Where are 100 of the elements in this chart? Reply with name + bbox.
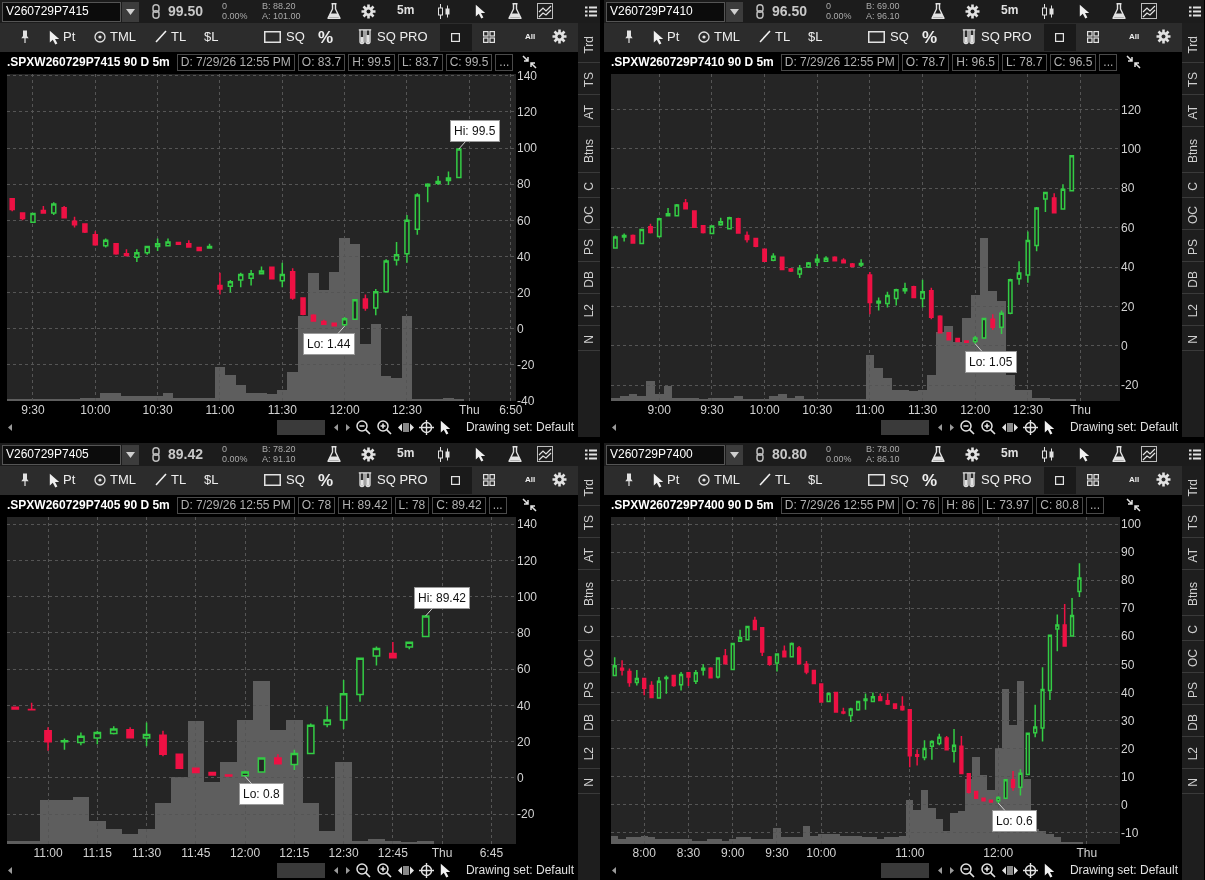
text: 0 — [222, 1, 228, 12]
annotation: Hi: 99.5 — [454, 124, 496, 138]
x-tick-label: 11:00 — [205, 403, 235, 417]
text: TML — [714, 472, 740, 488]
y-tick-label: 20 — [1121, 741, 1135, 756]
text: B: 69.00 — [866, 1, 900, 12]
text: L2 — [1186, 747, 1200, 761]
text: 0 — [222, 444, 228, 455]
text: 0.00% — [222, 11, 248, 22]
text: SQ — [286, 472, 305, 488]
text: AT — [1186, 104, 1200, 120]
text: PS — [1186, 238, 1200, 255]
text: Pt — [63, 472, 76, 488]
x-tick-label: 9:00 — [721, 846, 745, 860]
text: L: 78 — [394, 496, 430, 514]
x-tick-label: 9:00 — [647, 403, 672, 417]
x-tick-label: 10:30 — [142, 403, 173, 417]
x-tick-label: Thu — [1070, 403, 1091, 417]
x-tick-label: 12:15 — [279, 846, 310, 860]
x-tick-label: 12:00 — [960, 403, 991, 417]
y-tick-label: 20 — [517, 285, 531, 300]
text: C: 96.5 — [1049, 53, 1097, 71]
text: Pt — [667, 29, 680, 45]
text: $L — [204, 29, 219, 45]
x-tick-label: 10:30 — [802, 403, 833, 417]
y-tick-label: 40 — [517, 698, 531, 713]
text: TS — [1186, 72, 1200, 88]
text: L: 78.7 — [1001, 53, 1047, 71]
text: AT — [582, 104, 596, 120]
chart-subtitle: D: 7/29/26 12:55 PM — [780, 53, 899, 71]
text: TL — [171, 29, 187, 45]
text: All — [1129, 475, 1140, 485]
x-tick-label: 11:00 — [895, 846, 925, 860]
text: % — [922, 471, 938, 491]
text: N — [582, 778, 596, 787]
text: O: 76 — [901, 496, 940, 514]
text: 0 — [826, 444, 832, 455]
text: 5m — [397, 446, 415, 461]
x-tick-label: 10:00 — [749, 403, 780, 417]
text: TL — [775, 29, 791, 45]
text: 80.80 — [772, 446, 808, 463]
text: TS — [582, 72, 596, 88]
text: 0.00% — [826, 454, 852, 465]
chart-subtitle: D: 7/29/26 12:55 PM — [176, 496, 295, 514]
chart-subtitle: D: 7/29/26 12:55 PM — [176, 53, 295, 71]
x-tick-label: 9:30 — [700, 403, 724, 417]
text: 96.50 — [772, 3, 808, 20]
y-tick-label: 60 — [1121, 220, 1135, 235]
text: N — [1186, 335, 1200, 344]
x-tick-label: 11:00 — [33, 846, 63, 860]
y-tick-label: 0 — [517, 771, 524, 786]
y-tick-label: 40 — [1121, 685, 1135, 700]
text: Pt — [667, 472, 680, 488]
text: DB — [582, 270, 596, 288]
text: Trd — [582, 35, 596, 54]
text: A: 86.10 — [866, 454, 900, 465]
text: ... — [1099, 53, 1118, 71]
y-tick-label: 140 — [517, 69, 538, 84]
text: O: 78 — [297, 496, 336, 514]
y-tick-label: 100 — [1121, 142, 1142, 157]
text: Pt — [63, 29, 76, 45]
y-tick-label: 10 — [1121, 769, 1135, 784]
text: SQ PRO — [377, 472, 428, 488]
text: $L — [808, 29, 823, 45]
text: V260729P7405 — [6, 447, 89, 462]
y-tick-label: 0 — [517, 321, 524, 336]
x-tick-label: 11:30 — [907, 403, 938, 417]
text: Trd — [1186, 478, 1200, 497]
chart-title: .SPXW260729P7405 90 D 5m — [3, 496, 174, 514]
text: OC — [1186, 206, 1200, 224]
annotation: Hi: 89.42 — [418, 591, 467, 605]
y-tick-label: 70 — [1121, 601, 1135, 616]
text: Btns — [1186, 581, 1200, 606]
y-tick-label: 140 — [517, 517, 538, 532]
text: PS — [582, 681, 596, 698]
text: PS — [582, 238, 596, 255]
x-tick-label: 8:00 — [632, 846, 657, 860]
annotation: Lo: 1.44 — [307, 337, 351, 351]
text: 5m — [1001, 446, 1019, 461]
y-tick-label: 80 — [517, 626, 531, 641]
text: V260729P7400 — [610, 447, 693, 462]
text: C — [1186, 625, 1200, 634]
text: DB — [1186, 270, 1200, 288]
text: $L — [808, 472, 823, 488]
text: 0.00% — [826, 11, 852, 22]
annotation: Lo: 1.05 — [969, 355, 1013, 369]
text: H: 89.42 — [338, 496, 392, 514]
text: L: 83.7 — [397, 53, 443, 71]
x-tick-label: 12:30 — [328, 846, 359, 860]
text: B: 88.20 — [262, 1, 296, 12]
text: 0 — [826, 1, 832, 12]
x-tick-label: 11:00 — [855, 403, 885, 417]
text: V260729P7410 — [610, 4, 693, 19]
text: OC — [582, 206, 596, 224]
annotation: Lo: 0.6 — [996, 814, 1034, 828]
text: SQ PRO — [981, 29, 1032, 45]
text: L2 — [582, 747, 596, 761]
y-tick-label: -10 — [1121, 825, 1139, 840]
y-tick-label: -20 — [1121, 378, 1139, 393]
text: B: 78.00 — [866, 444, 900, 455]
